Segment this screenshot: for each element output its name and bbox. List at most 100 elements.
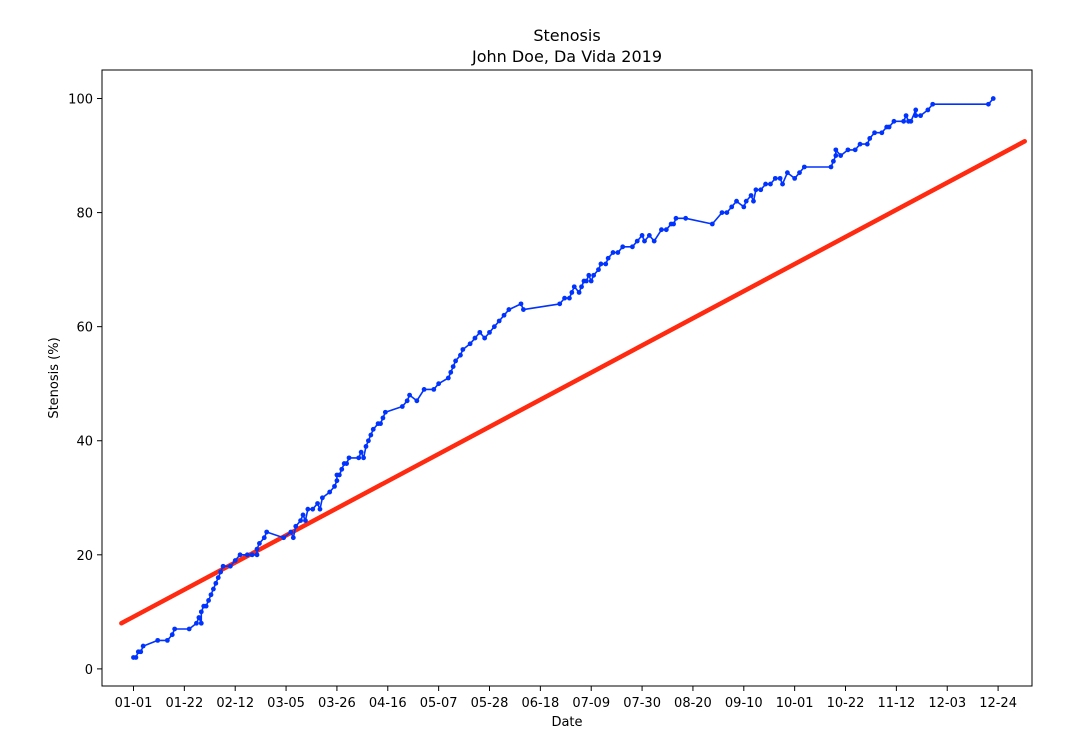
data-point [346, 455, 352, 461]
data-point [431, 387, 437, 392]
data-point [610, 250, 616, 255]
data-point [748, 193, 754, 198]
data-point [303, 518, 308, 523]
data-point [358, 449, 364, 455]
data-point [477, 329, 483, 335]
x-tick-label: 05-28 [471, 696, 509, 711]
data-point [293, 523, 299, 529]
x-tick-label: 01-22 [165, 696, 203, 711]
chart-title: Stenosis [533, 26, 600, 45]
data-point [414, 398, 420, 404]
data-point [169, 632, 175, 638]
data-point [990, 96, 996, 101]
data-point [448, 369, 454, 375]
x-tick-label: 10-22 [827, 696, 865, 711]
data-point [719, 210, 725, 215]
trend-line-layer [119, 139, 1027, 626]
data-point [380, 415, 386, 421]
data-point [646, 233, 652, 238]
data-point [237, 552, 243, 558]
data-point [598, 261, 604, 267]
data-point [734, 198, 739, 204]
data-point [605, 255, 611, 261]
data-point [366, 438, 371, 444]
data-point [576, 290, 582, 295]
data-point [290, 535, 296, 541]
data-point [751, 198, 756, 204]
data-point [399, 404, 405, 409]
x-tick-label: 03-05 [267, 696, 305, 711]
data-point [501, 312, 507, 318]
data-point [845, 147, 851, 153]
data-point [220, 563, 226, 569]
data-point [491, 324, 497, 330]
data-point [852, 147, 858, 153]
data-point [368, 432, 374, 438]
y-tick-label: 100 [68, 93, 93, 108]
x-tick-label: 07-30 [623, 696, 661, 711]
data-point [232, 558, 238, 563]
data-point [164, 637, 170, 643]
data-point [864, 141, 870, 147]
data-point [215, 575, 221, 581]
data-point [458, 352, 463, 358]
x-tick-label: 02-12 [216, 696, 254, 711]
data-point [879, 130, 885, 136]
data-point [249, 552, 255, 558]
data-point [583, 278, 589, 284]
data-point [482, 335, 488, 341]
data-point [288, 529, 294, 535]
data-point [344, 461, 350, 466]
data-point [453, 358, 458, 364]
data-point [918, 113, 923, 119]
data-point [518, 301, 524, 307]
data-point [472, 335, 478, 341]
data-point [445, 375, 451, 381]
y-tick-label: 60 [76, 321, 93, 336]
data-point [382, 409, 388, 415]
data-point [886, 124, 892, 130]
data-point [857, 141, 863, 147]
data-point [327, 489, 333, 495]
data-point [777, 175, 783, 181]
data-point [797, 170, 802, 176]
data-point [763, 181, 768, 187]
data-point [332, 483, 337, 489]
x-tick-label: 08-20 [674, 696, 712, 711]
data-point [198, 620, 204, 626]
data-point [281, 535, 287, 541]
data-point [913, 107, 919, 113]
data-point [206, 598, 211, 603]
data-point [913, 113, 919, 119]
data-point [213, 580, 219, 586]
data-point [986, 101, 991, 107]
data-point [620, 244, 626, 250]
data-point [172, 626, 178, 632]
data-point [673, 215, 679, 221]
data-point [254, 546, 260, 552]
data-point [567, 295, 572, 301]
data-point [194, 620, 199, 626]
data-point [634, 238, 640, 244]
y-axis-ticks: 0 20 40 60 80 100 [68, 93, 102, 678]
x-axis-label: Date [551, 715, 582, 730]
data-point [198, 609, 204, 615]
data-point [801, 164, 807, 170]
data-point [336, 472, 342, 478]
data-point [729, 204, 735, 210]
data-point [792, 175, 798, 181]
data-point [651, 238, 657, 244]
data-point [838, 153, 844, 158]
data-point [571, 284, 577, 290]
data-point [436, 381, 442, 387]
data-point [903, 113, 909, 119]
data-point [315, 501, 320, 506]
data-point [305, 506, 311, 512]
data-point [908, 118, 914, 124]
data-point [208, 592, 214, 598]
x-tick-label: 10-01 [776, 696, 814, 711]
y-tick-label: 0 [85, 663, 93, 678]
data-point [743, 198, 749, 204]
data-point [741, 204, 747, 210]
